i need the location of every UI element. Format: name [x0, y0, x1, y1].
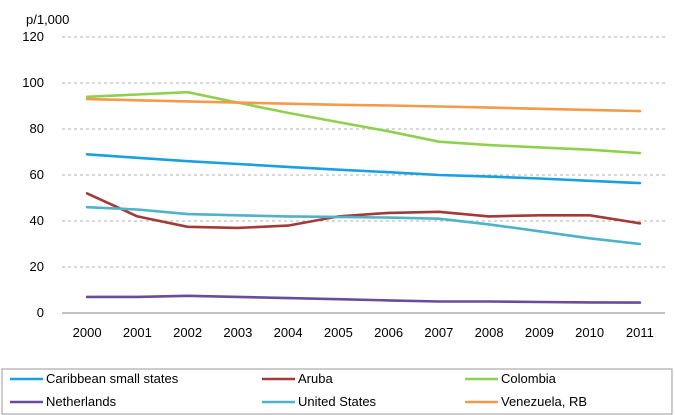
- x-tick-label: 2004: [274, 325, 303, 340]
- x-tick-label: 2000: [73, 325, 102, 340]
- y-tick-label: 0: [37, 305, 44, 320]
- legend-entry: United States: [298, 394, 377, 409]
- series-line-colombia: [85, 90, 642, 155]
- x-axis-ticks: 2000 2001 2002 2003 2004 2005 2006 2007 2008 2009…: [73, 325, 654, 340]
- x-tick-label: 2003: [223, 325, 252, 340]
- x-tick-label: 2011: [626, 325, 654, 340]
- legend-entry: Aruba: [298, 371, 333, 386]
- legend: Caribbean small states Aruba Colombia Nethe…: [1, 368, 673, 415]
- x-tick-label: 2002: [173, 325, 202, 340]
- series-line-venezuela-rb: [85, 97, 642, 113]
- gridlines: [62, 36, 665, 314]
- y-tick-label: 80: [30, 121, 44, 136]
- x-tick-label: 2009: [525, 325, 554, 340]
- y-tick-label: 120: [22, 29, 44, 44]
- legend-entry: Netherlands: [46, 394, 117, 409]
- y-tick-label: 100: [22, 75, 44, 90]
- series-line-united-states: [85, 205, 642, 246]
- y-tick-label: 40: [30, 213, 44, 228]
- y-tick-label: 60: [30, 167, 44, 182]
- x-tick-label: 2010: [575, 325, 604, 340]
- x-tick-label: 2008: [475, 325, 504, 340]
- legend-box: [1, 368, 673, 415]
- legend-entry: Caribbean small states: [46, 371, 179, 386]
- series-line-aruba: [85, 192, 642, 230]
- x-tick-label: 2005: [324, 325, 353, 340]
- x-tick-label: 2007: [424, 325, 453, 340]
- y-axis-ticks: 0 20 40 60 80 100 120: [22, 29, 44, 320]
- y-axis-unit: p/1,000: [26, 12, 69, 27]
- x-tick-label: 2006: [374, 325, 403, 340]
- legend-entry: Venezuela, RB: [501, 394, 587, 409]
- series-line-caribbean-small-states: [85, 153, 642, 185]
- series-lines: [85, 90, 642, 304]
- series-line-netherlands: [85, 294, 642, 304]
- y-tick-label: 20: [30, 259, 44, 274]
- legend-entry: Colombia: [501, 371, 557, 386]
- x-tick-label: 2001: [123, 325, 152, 340]
